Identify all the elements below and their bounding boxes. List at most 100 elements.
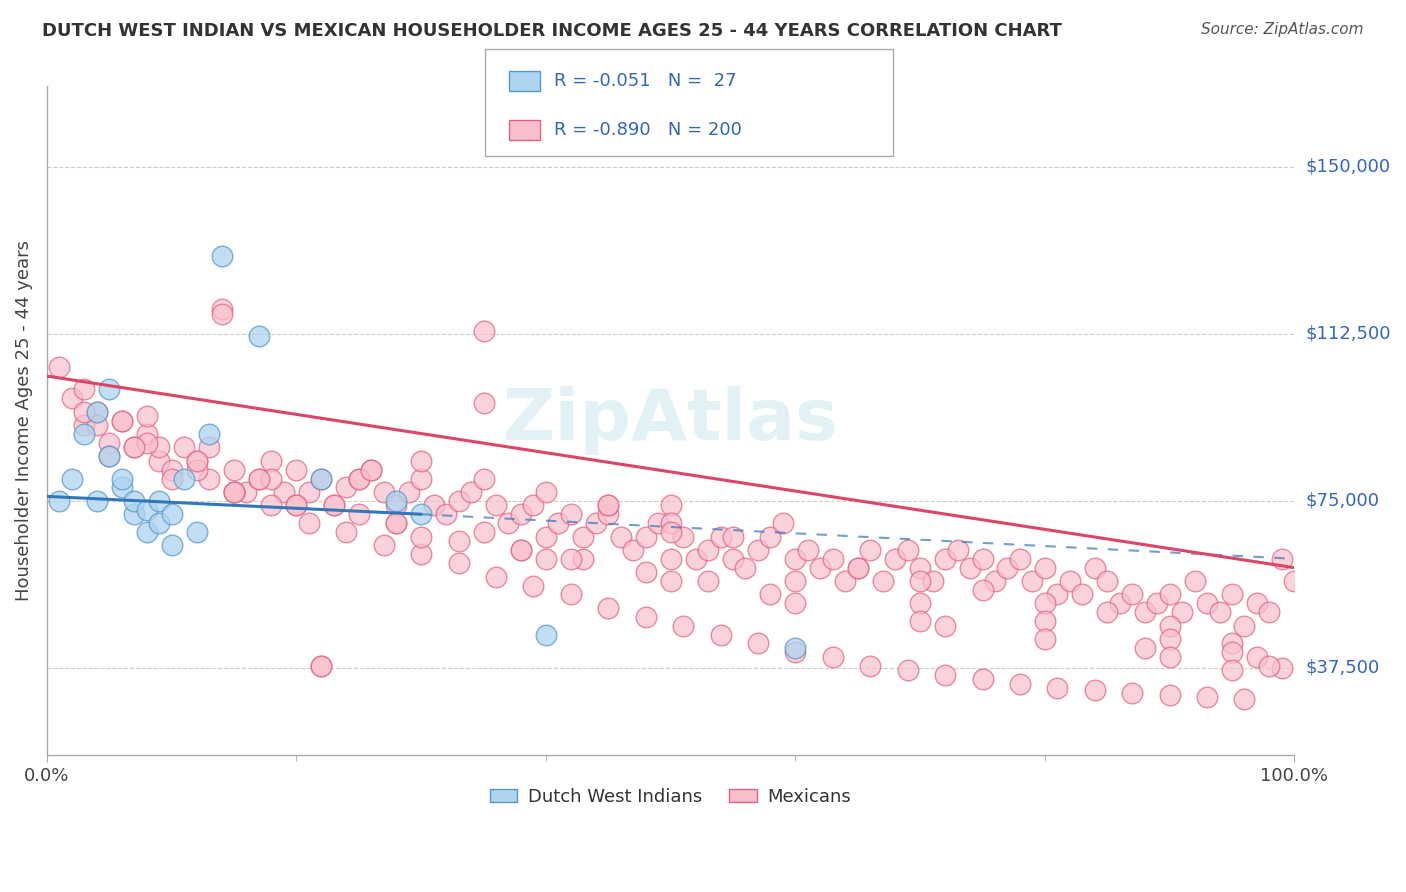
Point bbox=[385, 516, 408, 530]
Point bbox=[411, 454, 433, 468]
Y-axis label: Householder Income Ages 25 - 44 years: Householder Income Ages 25 - 44 years bbox=[15, 240, 32, 601]
Point bbox=[122, 493, 145, 508]
Point bbox=[485, 569, 508, 583]
Point bbox=[908, 614, 931, 628]
Point bbox=[298, 516, 321, 530]
Point bbox=[260, 454, 283, 468]
Point bbox=[934, 618, 956, 632]
Point bbox=[872, 574, 894, 588]
Point bbox=[921, 574, 943, 588]
Text: DUTCH WEST INDIAN VS MEXICAN HOUSEHOLDER INCOME AGES 25 - 44 YEARS CORRELATION C: DUTCH WEST INDIAN VS MEXICAN HOUSEHOLDER… bbox=[42, 22, 1062, 40]
Point bbox=[1133, 640, 1156, 655]
Point bbox=[598, 507, 620, 521]
Point bbox=[60, 472, 83, 486]
Point bbox=[173, 441, 195, 455]
Point bbox=[634, 609, 657, 624]
Point bbox=[211, 249, 233, 263]
Point bbox=[1097, 574, 1119, 588]
Text: ZipAtlas: ZipAtlas bbox=[502, 386, 838, 455]
Point bbox=[534, 485, 557, 500]
Point bbox=[697, 574, 720, 588]
Point bbox=[111, 414, 134, 428]
Point bbox=[148, 493, 170, 508]
Point bbox=[122, 441, 145, 455]
Point bbox=[772, 516, 794, 530]
Point bbox=[785, 574, 807, 588]
Point bbox=[585, 516, 607, 530]
Point bbox=[1220, 663, 1243, 677]
Point bbox=[1108, 596, 1130, 610]
Point bbox=[560, 551, 582, 566]
Point bbox=[785, 596, 807, 610]
Point bbox=[510, 542, 533, 557]
Point bbox=[447, 556, 470, 570]
Point bbox=[1008, 676, 1031, 690]
Point bbox=[411, 472, 433, 486]
Point bbox=[260, 472, 283, 486]
Point bbox=[1084, 683, 1107, 698]
Point bbox=[335, 524, 357, 539]
Point bbox=[311, 658, 333, 673]
Point bbox=[148, 441, 170, 455]
Point bbox=[759, 529, 782, 543]
Point bbox=[1284, 574, 1306, 588]
Text: $112,500: $112,500 bbox=[1306, 325, 1391, 343]
Point bbox=[1258, 658, 1281, 673]
Point bbox=[1159, 587, 1181, 601]
Point bbox=[572, 551, 595, 566]
Point bbox=[135, 409, 157, 424]
Point bbox=[447, 493, 470, 508]
Point bbox=[808, 560, 831, 574]
Point bbox=[86, 493, 108, 508]
Point bbox=[972, 551, 994, 566]
Point bbox=[135, 524, 157, 539]
Point bbox=[385, 493, 408, 508]
Point bbox=[160, 463, 183, 477]
Point bbox=[135, 427, 157, 442]
Point bbox=[411, 547, 433, 561]
Point bbox=[659, 516, 682, 530]
Point bbox=[111, 481, 134, 495]
Point bbox=[1146, 596, 1168, 610]
Point bbox=[235, 485, 257, 500]
Point bbox=[946, 542, 969, 557]
Point bbox=[86, 418, 108, 433]
Point bbox=[1271, 661, 1294, 675]
Point bbox=[785, 645, 807, 659]
Point bbox=[222, 463, 245, 477]
Point bbox=[48, 493, 70, 508]
Point bbox=[908, 574, 931, 588]
Point bbox=[734, 560, 756, 574]
Point bbox=[260, 498, 283, 512]
Point bbox=[411, 507, 433, 521]
Point bbox=[659, 574, 682, 588]
Point bbox=[747, 542, 769, 557]
Point bbox=[434, 507, 457, 521]
Point bbox=[659, 551, 682, 566]
Point bbox=[98, 383, 121, 397]
Point bbox=[347, 472, 370, 486]
Point bbox=[111, 414, 134, 428]
Point bbox=[373, 485, 395, 500]
Point bbox=[1159, 618, 1181, 632]
Point bbox=[460, 485, 482, 500]
Point bbox=[273, 485, 295, 500]
Point bbox=[1171, 605, 1194, 619]
Point bbox=[560, 587, 582, 601]
Point bbox=[335, 481, 357, 495]
Point bbox=[347, 472, 370, 486]
Point bbox=[135, 436, 157, 450]
Text: Source: ZipAtlas.com: Source: ZipAtlas.com bbox=[1201, 22, 1364, 37]
Text: $37,500: $37,500 bbox=[1306, 659, 1379, 677]
Point bbox=[547, 516, 569, 530]
Point bbox=[1159, 688, 1181, 702]
Point bbox=[1159, 649, 1181, 664]
Point bbox=[160, 538, 183, 552]
Point bbox=[222, 485, 245, 500]
Point bbox=[672, 529, 695, 543]
Point bbox=[1159, 632, 1181, 646]
Point bbox=[1033, 632, 1056, 646]
Point bbox=[1059, 574, 1081, 588]
Point bbox=[534, 529, 557, 543]
Point bbox=[485, 498, 508, 512]
